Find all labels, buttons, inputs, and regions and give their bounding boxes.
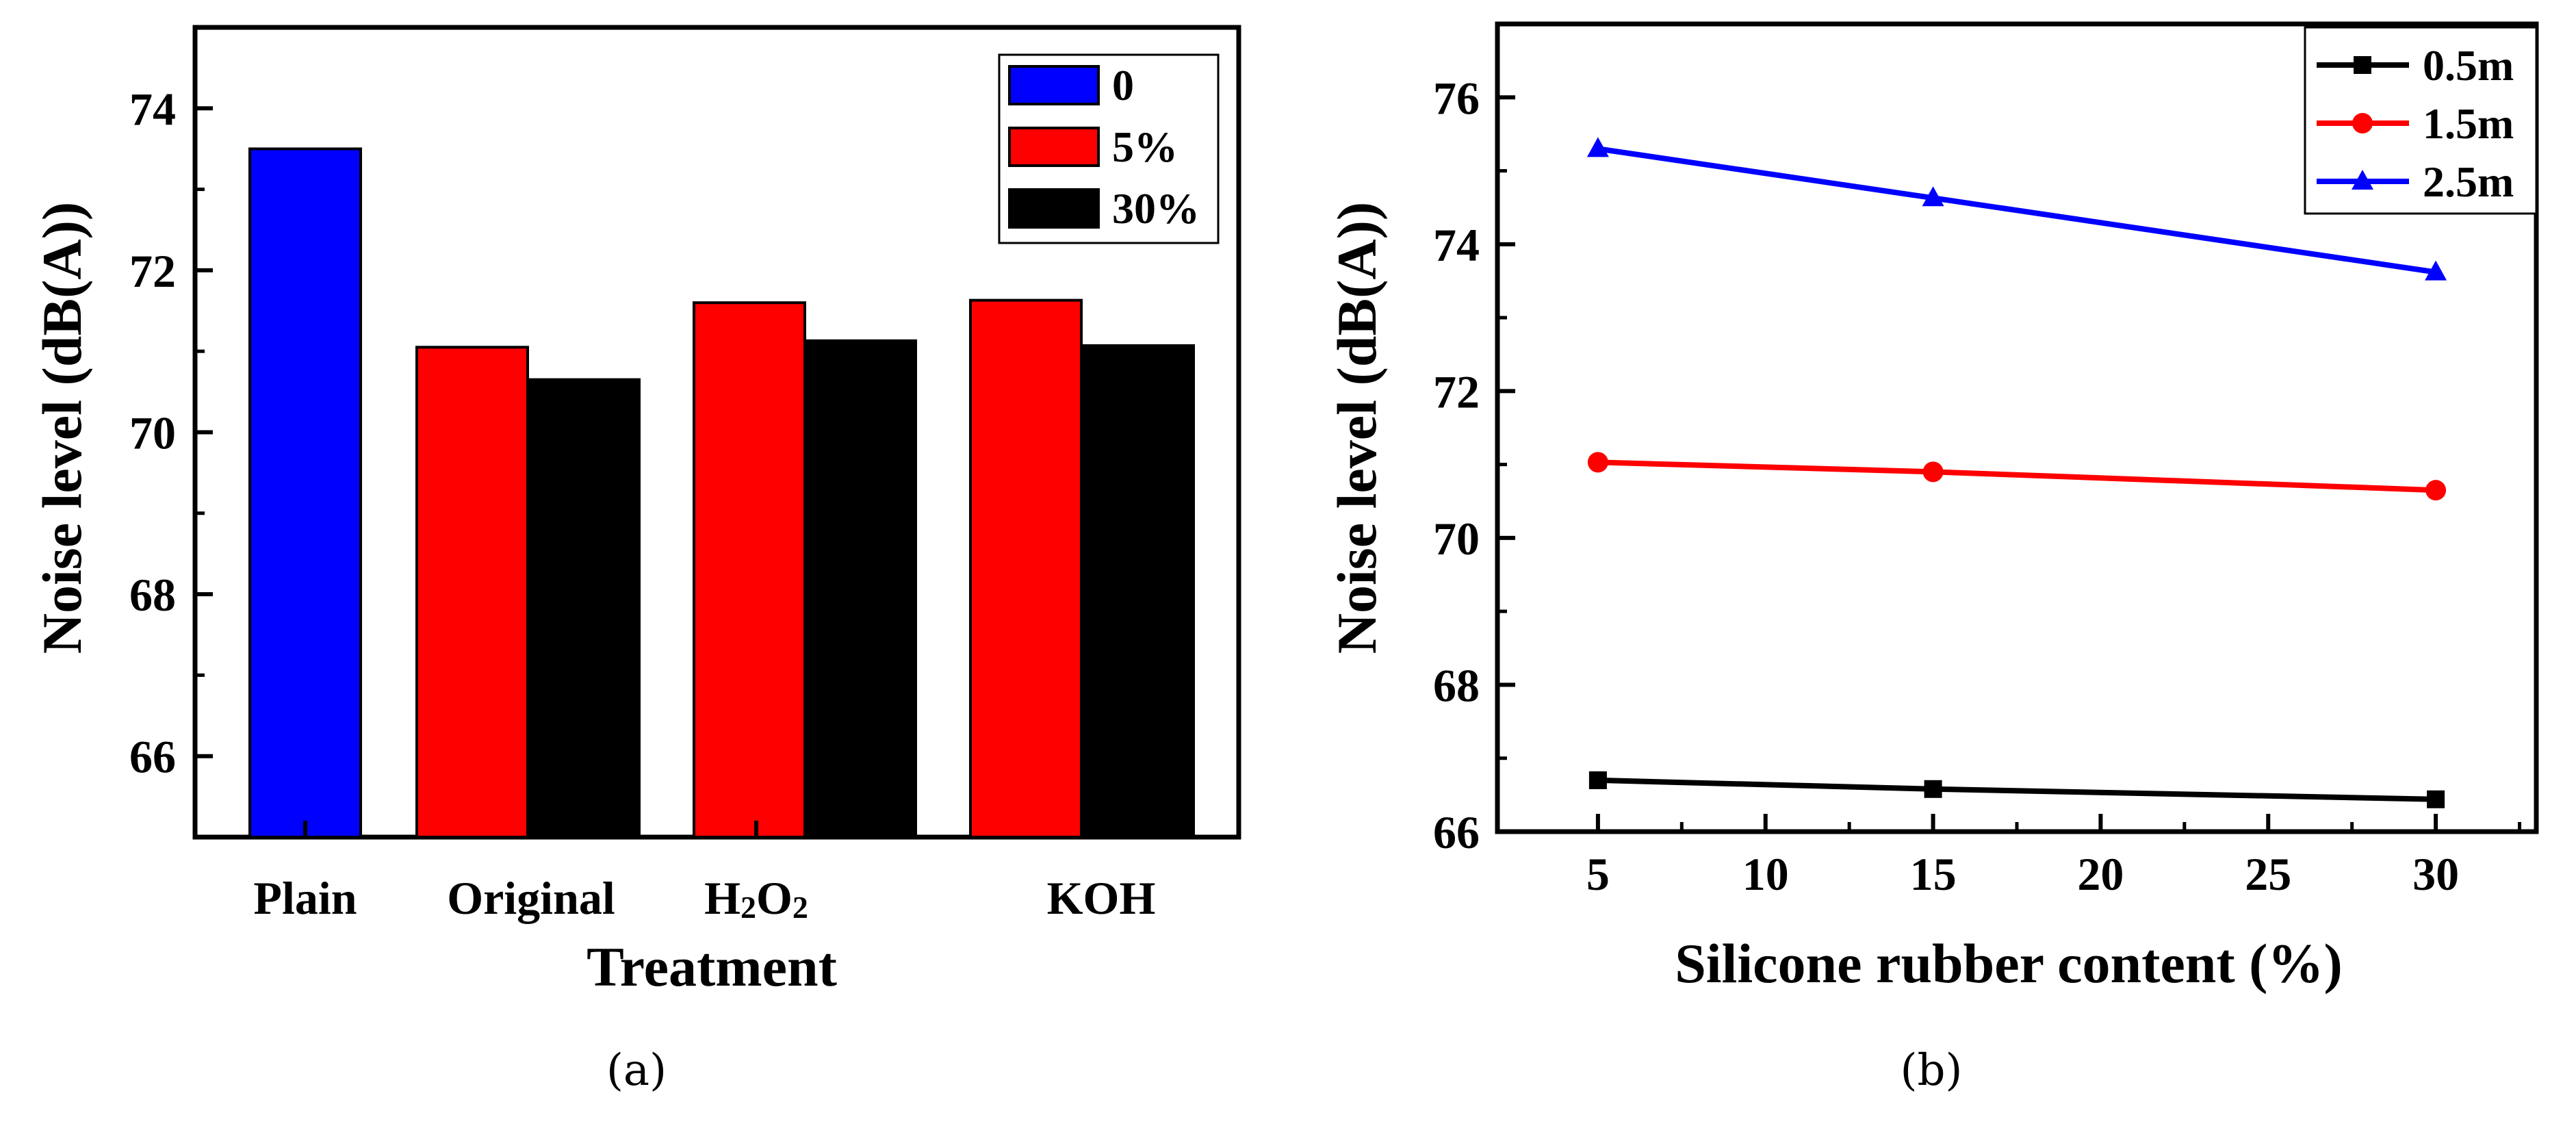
chart-b-series: [1586, 137, 2447, 808]
h2o2-o: O: [756, 872, 793, 924]
series-line-1-5m: [1597, 459, 2436, 494]
b-y-tick-label-68: 68: [1433, 659, 1480, 711]
chart-a-y-axis: 66 68 70 72 74: [129, 83, 1103, 837]
y-tick-label-72: 72: [129, 245, 176, 297]
bar-koh-5pct: [969, 298, 1083, 838]
point-1-5m-x5: [1587, 452, 1608, 473]
legend-swatch-5pct: [1008, 127, 1100, 167]
legend-label-5pct: 5%: [1112, 123, 1178, 171]
chart-b-frame: [1495, 21, 2539, 834]
x-tick-label-plain: Plain: [253, 872, 357, 924]
legend-label-2-5m: 2.5m: [2423, 157, 2514, 206]
legend-label-30pct: 30%: [1112, 184, 1200, 233]
b-x-tick-label-10: 10: [1742, 848, 1789, 900]
b-x-tick-label-5: 5: [1586, 848, 1610, 900]
b-y-tick-label-66: 66: [1433, 806, 1480, 858]
legend-swatch-0: [1008, 65, 1100, 105]
bar-h2o2-5pct: [693, 301, 806, 839]
y-tick-label-70: 70: [129, 407, 176, 459]
legend-label-0-5m: 0.5m: [2423, 41, 2514, 90]
bar-original-5pct: [415, 346, 529, 839]
caption-b: (b): [1901, 1045, 1963, 1096]
b-y-tick-label-74: 74: [1433, 219, 1480, 271]
point-2-5m-x5: [1586, 137, 1609, 157]
caption-a: (a): [606, 1045, 667, 1096]
x-tick-label-koh: KOH: [1047, 872, 1156, 924]
b-y-tick-label-76: 76: [1433, 72, 1480, 124]
b-x-tick-label-15: 15: [1910, 848, 1957, 900]
b-x-tick-label-30: 30: [2412, 848, 2459, 900]
series-line-0-5m: [1597, 777, 2436, 802]
legend-marker-2-5m: [2352, 170, 2373, 190]
bar-koh-30pct: [1081, 344, 1195, 838]
chart-b-y-axis-title: Noise level (dB(A)): [1326, 202, 1388, 654]
h2o2-h: H: [704, 872, 740, 924]
point-2-5m-x15: [1922, 186, 1944, 207]
bar-plain-0: [248, 147, 362, 838]
y-tick-label-66: 66: [129, 731, 176, 783]
b-y-tick-label-70: 70: [1433, 513, 1480, 565]
point-0-5m-x15: [1924, 780, 1942, 798]
chart-a-x-axis: Plain Original H2O2 KOH: [253, 872, 1155, 925]
chart-b-legend: 0.5m 1.5m 2.5m: [2304, 26, 2538, 215]
point-2-5m-x30: [2425, 260, 2447, 281]
point-1-5m-x30: [2425, 480, 2447, 501]
point-0-5m-x30: [2427, 790, 2445, 808]
chart-a-legend: 0 5% 30%: [998, 53, 1220, 244]
h2o2-sub-2: 2: [793, 890, 808, 925]
chart-b-x-axis-title: Silicone rubber content (%): [1675, 932, 2343, 995]
b-x-tick-label-25: 25: [2245, 848, 2291, 900]
bar-original-30pct: [527, 378, 641, 838]
x-tick-label-original: Original: [447, 872, 615, 924]
legend-marker-0-5m: [2354, 56, 2371, 74]
b-y-tick-label-72: 72: [1433, 366, 1480, 418]
chart-b: 66 68 70 72 74 76 5 10 15 20 25 30 Silicone rubber …: [1326, 21, 2539, 1096]
point-0-5m-x5: [1588, 771, 1607, 789]
chart-a-bars: [248, 147, 1195, 839]
legend-label-1-5m: 1.5m: [2423, 99, 2514, 148]
legend-label-0: 0: [1112, 61, 1134, 110]
y-tick-label-68: 68: [129, 569, 176, 621]
legend-marker-1-5m: [2352, 113, 2373, 133]
b-x-tick-label-20: 20: [2077, 848, 2124, 900]
h2o2-sub-1: 2: [740, 890, 756, 925]
bar-h2o2-30pct: [803, 339, 917, 839]
chart-b-gridless-axes: 66 68 70 72 74 76 5 10 15 20 25 30: [1433, 72, 2522, 900]
legend-swatch-30pct: [1008, 188, 1100, 229]
y-tick-label-74: 74: [129, 83, 176, 135]
chart-a-x-axis-title: Treatment: [587, 936, 837, 998]
x-tick-label-h2o2: H2O2: [704, 872, 808, 925]
point-1-5m-x15: [1922, 461, 1944, 483]
chart-a-y-axis-title: Noise level (dB(A)): [31, 202, 93, 654]
